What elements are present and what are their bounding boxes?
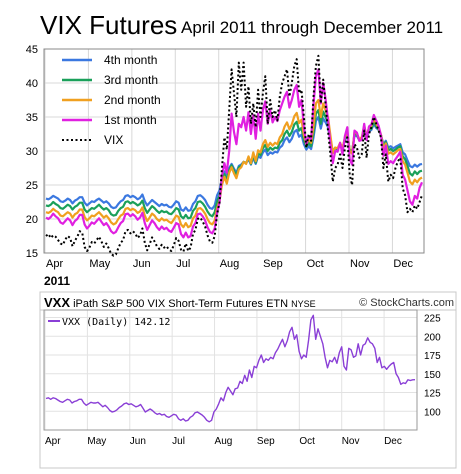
x-tick-label: Oct [299, 436, 315, 447]
chart-title: VIX Futures [40, 10, 178, 40]
y-tick-label: 175 [424, 351, 441, 362]
x-tick-label: May [87, 436, 106, 447]
x-tick-label: Jun [133, 258, 151, 270]
x-tick-label: Apr [46, 258, 63, 270]
vxx-exchange: NYSE [291, 299, 316, 309]
chart-subtitle: April 2011 through December 2011 [181, 18, 444, 37]
legend-label-2nd-month: 2nd month [104, 93, 161, 107]
x-tick-label: Jun [130, 436, 146, 447]
year-label: 2011 [44, 274, 71, 288]
y-tick-label: 100 [424, 407, 441, 418]
vix-futures-chart: 15 20 25 30 35 40 45 Apr May Jun Jul Aug Sep Oct Nov De… [26, 44, 425, 270]
y-tick-label: 15 [26, 248, 38, 260]
stockcharts-credit[interactable]: © StockCharts.com [359, 297, 454, 309]
y-tick-label: 25 [26, 180, 38, 192]
y-tick-label: 35 [26, 112, 38, 124]
legend-label-3rd-month: 3rd month [104, 73, 158, 87]
x-tick-label: Nov [342, 436, 360, 447]
y-tick-label: 225 [424, 314, 441, 325]
x-tick-label: Dec [393, 258, 413, 270]
x-tick-label: Aug [215, 436, 233, 447]
y-tick-label: 200 [424, 332, 441, 343]
y-tick-label: 40 [26, 78, 38, 90]
y-tick-label: 150 [424, 370, 441, 381]
legend-label-vix: VIX [104, 133, 123, 147]
x-tick-label: May [89, 258, 110, 270]
series-line-1st-month [45, 68, 424, 239]
y-tick-label: 30 [26, 146, 38, 158]
x-tick-label: Nov [350, 258, 370, 270]
y-tick-label: 45 [26, 44, 38, 56]
x-tick-label: Jul [176, 258, 190, 270]
x-tick-label: Jul [172, 436, 185, 447]
vxx-description: iPath S&P 500 VIX Short-Term Futures ETN [73, 298, 289, 310]
x-tick-label: Dec [384, 436, 402, 447]
x-tick-label: Aug [220, 258, 240, 270]
x-tick-label: Oct [307, 258, 324, 270]
legend-label-vxx: VXX (Daily) 142.12 [62, 317, 170, 328]
legend-label-1st-month: 1st month [104, 113, 157, 127]
y-tick-label: 125 [424, 389, 441, 400]
plot-frame [43, 48, 425, 254]
vxx-plot-frame [43, 309, 418, 431]
vxx-ticker: VXX [44, 295, 71, 310]
x-tick-label: Apr [45, 436, 61, 447]
series-line-vix [45, 54, 423, 257]
series-line-vxx [45, 314, 416, 423]
x-tick-label: Sep [263, 258, 283, 270]
vxx-panel-frame [39, 291, 457, 469]
legend-label-4th-month: 4th month [104, 53, 157, 67]
y-tick-label: 20 [26, 214, 38, 226]
vxx-panel-header: VXX iPath S&P 500 VIX Short-Term Futures… [44, 295, 454, 311]
x-tick-label: Sep [257, 436, 275, 447]
